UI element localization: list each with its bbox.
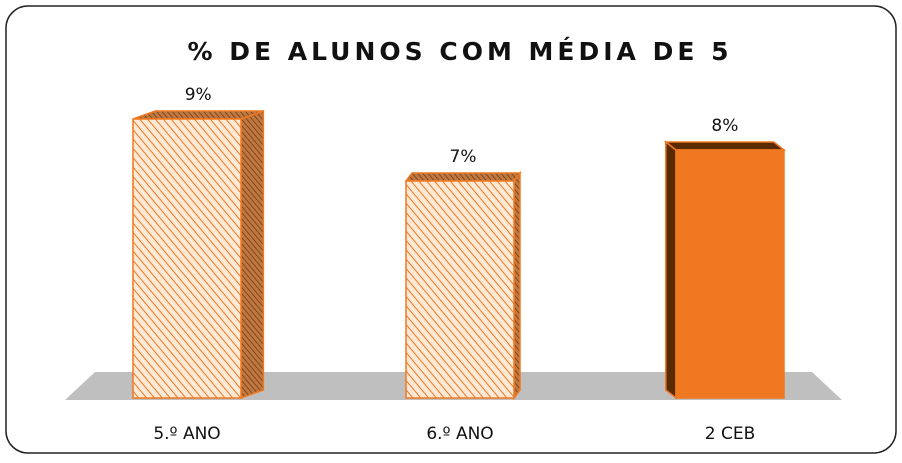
bar-side [240,109,265,400]
x-tick-label: 5.º ANO [153,424,220,444]
bar-side [665,140,677,400]
bar-side [513,170,521,401]
data-label: 8% [711,116,738,136]
data-label: 9% [185,85,212,105]
data-label: 7% [450,147,477,167]
bar-top [132,110,264,120]
bar [675,149,785,399]
bar [132,118,242,399]
bar-top [663,141,787,151]
x-tick-label: 2 CEB [705,424,756,444]
bar-top [404,172,522,182]
chart-title: % DE ALUNOS COM MÉDIA DE 5 [187,37,732,66]
x-tick-label: 6.º ANO [426,424,493,444]
bar [405,180,515,399]
